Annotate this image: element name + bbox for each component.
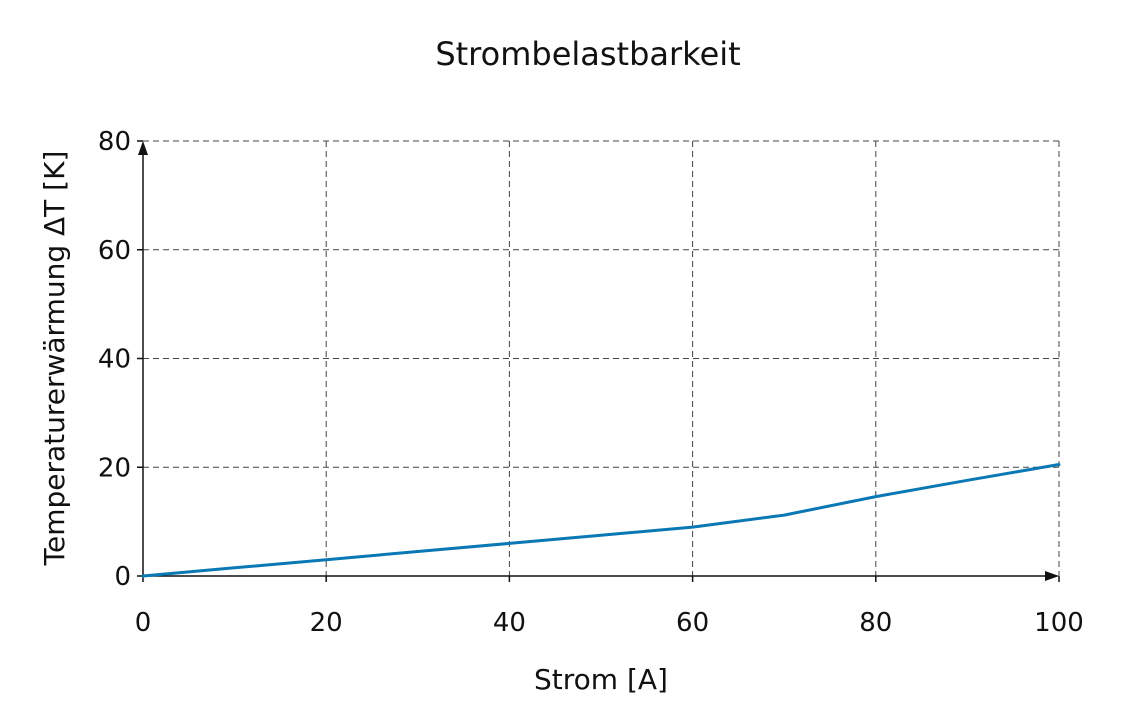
y-tick-label: 40 [98,345,131,375]
y-axis-arrow-icon [138,141,148,155]
series-line [141,463,1061,578]
y-axis-label: Temperaturerwärmung ΔT [K] [38,151,71,567]
x-axis-ticks: 0 20 40 60 80 100 [135,608,1084,638]
axes [137,140,1060,582]
chart-title: Strombelastbarkeit [435,35,740,73]
x-tick-label: 0 [135,608,152,638]
x-tick-label: 40 [493,608,526,638]
series-group [141,463,1061,578]
y-tick-label: 80 [98,127,131,157]
x-axis-arrow-icon [1045,571,1059,581]
y-axis-ticks: 0 20 40 60 80 [98,127,131,592]
grid [143,140,1060,576]
y-tick-label: 0 [114,562,131,592]
x-tick-label: 60 [676,608,709,638]
y-tick-label: 20 [98,453,131,483]
x-tick-label: 20 [310,608,343,638]
x-tick-label: 80 [859,608,892,638]
x-axis-label: Strom [A] [534,663,668,696]
x-tick-label: 100 [1034,608,1084,638]
y-tick-label: 60 [98,236,131,266]
